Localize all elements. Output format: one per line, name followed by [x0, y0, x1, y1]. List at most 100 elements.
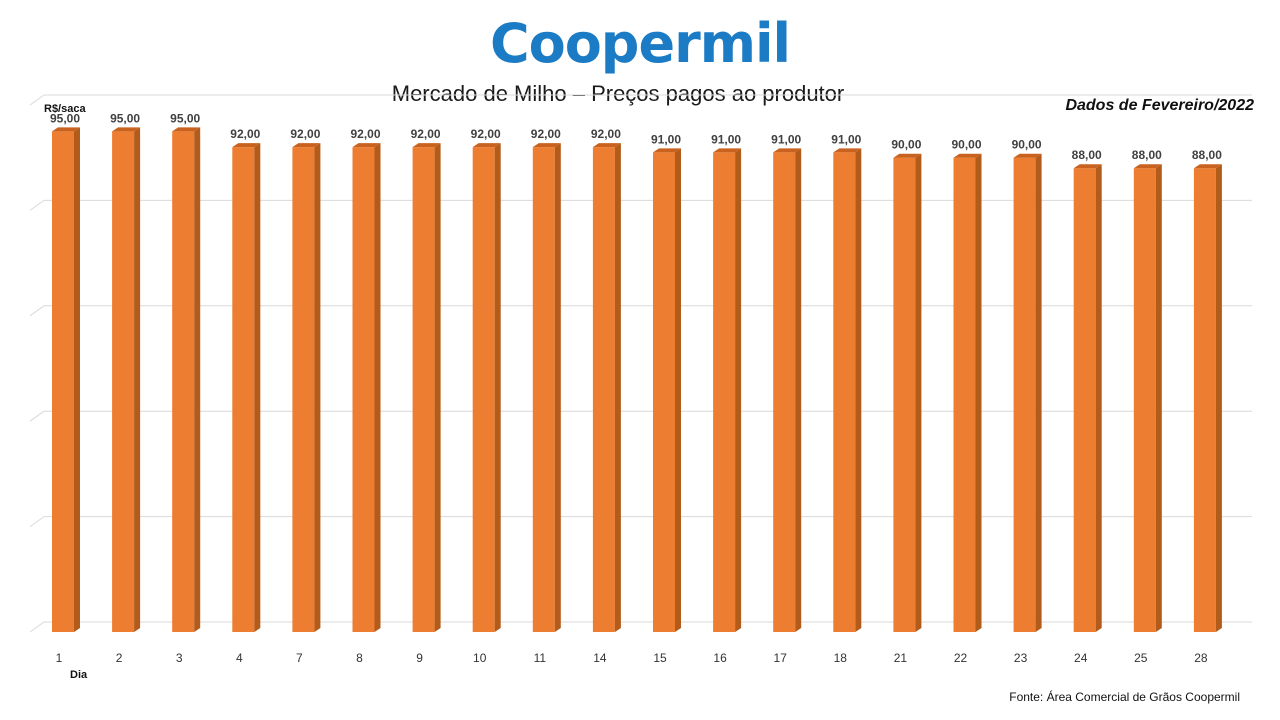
data-label: 92,00: [230, 127, 260, 141]
x-tick-label: 4: [236, 651, 243, 665]
bar-top: [52, 127, 80, 132]
bar: [773, 152, 796, 632]
x-tick-label: 16: [713, 651, 727, 665]
data-label: 95,00: [170, 111, 200, 125]
bar-top: [1013, 153, 1042, 158]
data-label: 88,00: [1192, 148, 1222, 162]
gridline-perspective: [29, 305, 45, 317]
x-tick-label: 21: [894, 651, 908, 665]
bar: [893, 157, 916, 632]
gridline-perspective: [29, 516, 45, 528]
gridline-perspective: [29, 621, 45, 633]
bar-side: [74, 127, 80, 632]
data-label: 95,00: [50, 111, 80, 125]
bar: [412, 147, 435, 632]
bar: [352, 147, 375, 632]
bar: [1133, 168, 1156, 633]
bar: [532, 147, 555, 632]
bar-side: [855, 148, 862, 632]
data-label: 88,00: [1132, 148, 1162, 162]
bar-top: [773, 148, 802, 153]
logo-text: Coopermil: [489, 12, 791, 75]
gridline-perspective: [29, 199, 45, 211]
data-label: 90,00: [951, 138, 981, 152]
x-tick-label: 14: [593, 651, 607, 665]
bar-side: [915, 153, 922, 632]
x-tick-label: 28: [1194, 651, 1208, 665]
bar-top: [893, 153, 922, 158]
x-tick-label: 1: [56, 651, 63, 665]
bar: [232, 147, 255, 632]
bar-top: [112, 127, 141, 132]
x-tick-label: 9: [416, 651, 423, 665]
x-tick-label: 7: [296, 651, 303, 665]
data-label: 92,00: [531, 127, 561, 141]
bar-side: [434, 143, 441, 632]
bar-top: [1133, 164, 1162, 169]
data-label: 90,00: [891, 138, 921, 152]
x-tick-label: 18: [834, 651, 848, 665]
bar-side: [194, 127, 201, 632]
bar-top: [1193, 164, 1222, 169]
bar-top: [833, 148, 862, 153]
x-tick-label: 17: [774, 651, 788, 665]
data-label: 91,00: [711, 132, 741, 146]
bar-side: [795, 148, 802, 632]
x-tick-label: 2: [116, 651, 123, 665]
bar-top: [472, 143, 501, 148]
bar-side: [975, 153, 982, 632]
bar-side: [494, 143, 501, 632]
source-note: Fonte: Área Comercial de Grãos Coopermil: [1009, 690, 1240, 704]
bar-side: [1155, 164, 1162, 633]
chart-title: Mercado de Milho – Preços pagos ao produ…: [391, 81, 845, 106]
x-tick-label: 22: [954, 651, 968, 665]
bar: [592, 147, 615, 632]
x-tick-label: 8: [356, 651, 363, 665]
data-label: 90,00: [1012, 138, 1042, 152]
data-label: 92,00: [591, 127, 621, 141]
bar: [1073, 168, 1096, 633]
data-label: 88,00: [1072, 148, 1102, 162]
bar-top: [172, 127, 201, 132]
data-label: 91,00: [651, 132, 681, 146]
bar: [833, 152, 856, 632]
bar: [1193, 168, 1216, 633]
bar-side: [554, 143, 561, 632]
gridline-perspective: [29, 94, 45, 106]
bar-top: [713, 148, 742, 153]
data-label: 91,00: [771, 132, 801, 146]
coopermil-logo: Coopermil: [0, 12, 1280, 76]
bar-top: [412, 143, 441, 148]
x-tick-label: 15: [653, 651, 667, 665]
bar-side: [314, 143, 321, 632]
y-axis-label: R$/saca: [44, 103, 86, 115]
data-label: 95,00: [110, 111, 140, 125]
period-label: Dados de Fevereiro/2022: [1065, 97, 1254, 114]
bar: [713, 152, 736, 632]
bar-side: [254, 143, 261, 632]
bar: [172, 131, 195, 632]
bar-side: [374, 143, 381, 632]
bar: [953, 157, 976, 632]
bar-side: [134, 127, 141, 632]
data-label: 91,00: [831, 132, 861, 146]
bar: [292, 147, 315, 632]
bar-side: [614, 143, 621, 632]
bar-top: [532, 143, 561, 148]
bar-side: [1095, 164, 1102, 633]
bar: [52, 131, 74, 632]
bar: [472, 147, 495, 632]
bar: [1013, 157, 1036, 632]
x-tick-label: 25: [1134, 651, 1148, 665]
bar-top: [592, 143, 621, 148]
bar-top: [1073, 164, 1102, 169]
bar-side: [675, 148, 681, 632]
x-tick-label: 10: [473, 651, 487, 665]
data-label: 92,00: [290, 127, 320, 141]
x-tick-label: 3: [176, 651, 183, 665]
data-label: 92,00: [411, 127, 441, 141]
bar: [112, 131, 135, 632]
bar-top: [232, 143, 261, 148]
x-tick-label: 11: [534, 651, 547, 665]
